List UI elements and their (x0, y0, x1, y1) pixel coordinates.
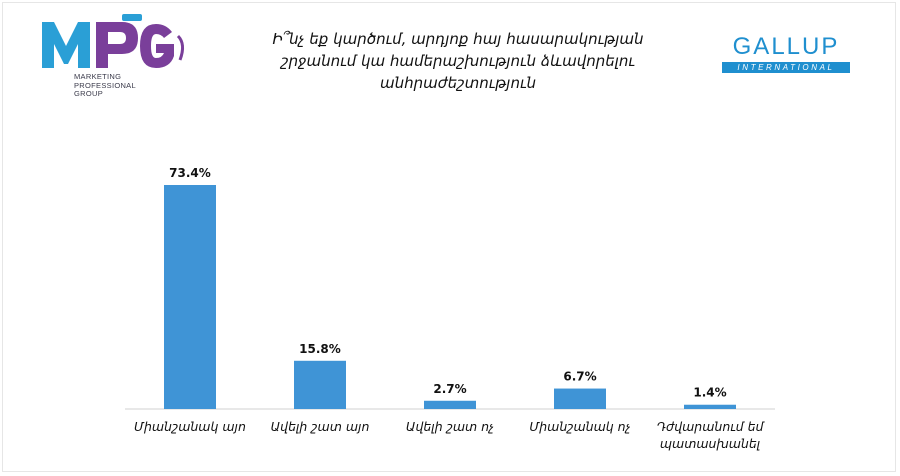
chart-title: Ի՞նչ եք կարծում, արդյոք հայ հասարակությա… (238, 28, 678, 94)
bar-1 (164, 185, 216, 409)
mpg-logo: MARKETING PROFESSIONAL GROUP (40, 10, 190, 110)
category-label-5-line-2: պատասխանել (660, 436, 760, 451)
category-label-5-line-1: Դժվարանում եմ (657, 419, 766, 434)
mpg-line-2: PROFESSIONAL (74, 80, 136, 90)
gallup-logo: GALLUP INTERNATIONAL (718, 34, 854, 78)
chart-title-line-2: շրջանում կա համերաշխություն ձևավորելու (281, 52, 635, 70)
chart-title-line-3: անհրաժեշտություն (380, 74, 536, 92)
data-label-4: 6.7% (563, 370, 596, 384)
bar-3 (424, 400, 476, 409)
bar-2 (294, 360, 346, 409)
gallup-logo-name: GALLUP (732, 33, 840, 60)
mpg-line-1: MARKETING (74, 72, 122, 81)
category-label-4: Միանշանակ ոչ (529, 419, 630, 434)
chart-title-line-1: Ի՞նչ եք կարծում, արդյոք հայ հասարակությա… (272, 30, 644, 48)
mpg-logo-mark (42, 14, 185, 68)
bar-4 (554, 388, 606, 409)
category-label-3: Ավելի շատ ոչ (406, 419, 494, 434)
mpg-logo-subtitle: MARKETING PROFESSIONAL GROUP (74, 72, 136, 99)
gallup-logo-band: INTERNATIONAL (722, 62, 850, 73)
data-label-1: 73.4% (169, 166, 211, 180)
category-label-1: Միանշանակ այո (134, 419, 246, 434)
data-label-5: 1.4% (693, 386, 726, 400)
data-label-3: 2.7% (433, 382, 466, 396)
data-label-2: 15.8% (299, 342, 341, 356)
mpg-line-3: GROUP (74, 89, 104, 98)
bar-5 (684, 404, 736, 409)
category-label-2: Ավելի շատ այո (271, 419, 370, 434)
